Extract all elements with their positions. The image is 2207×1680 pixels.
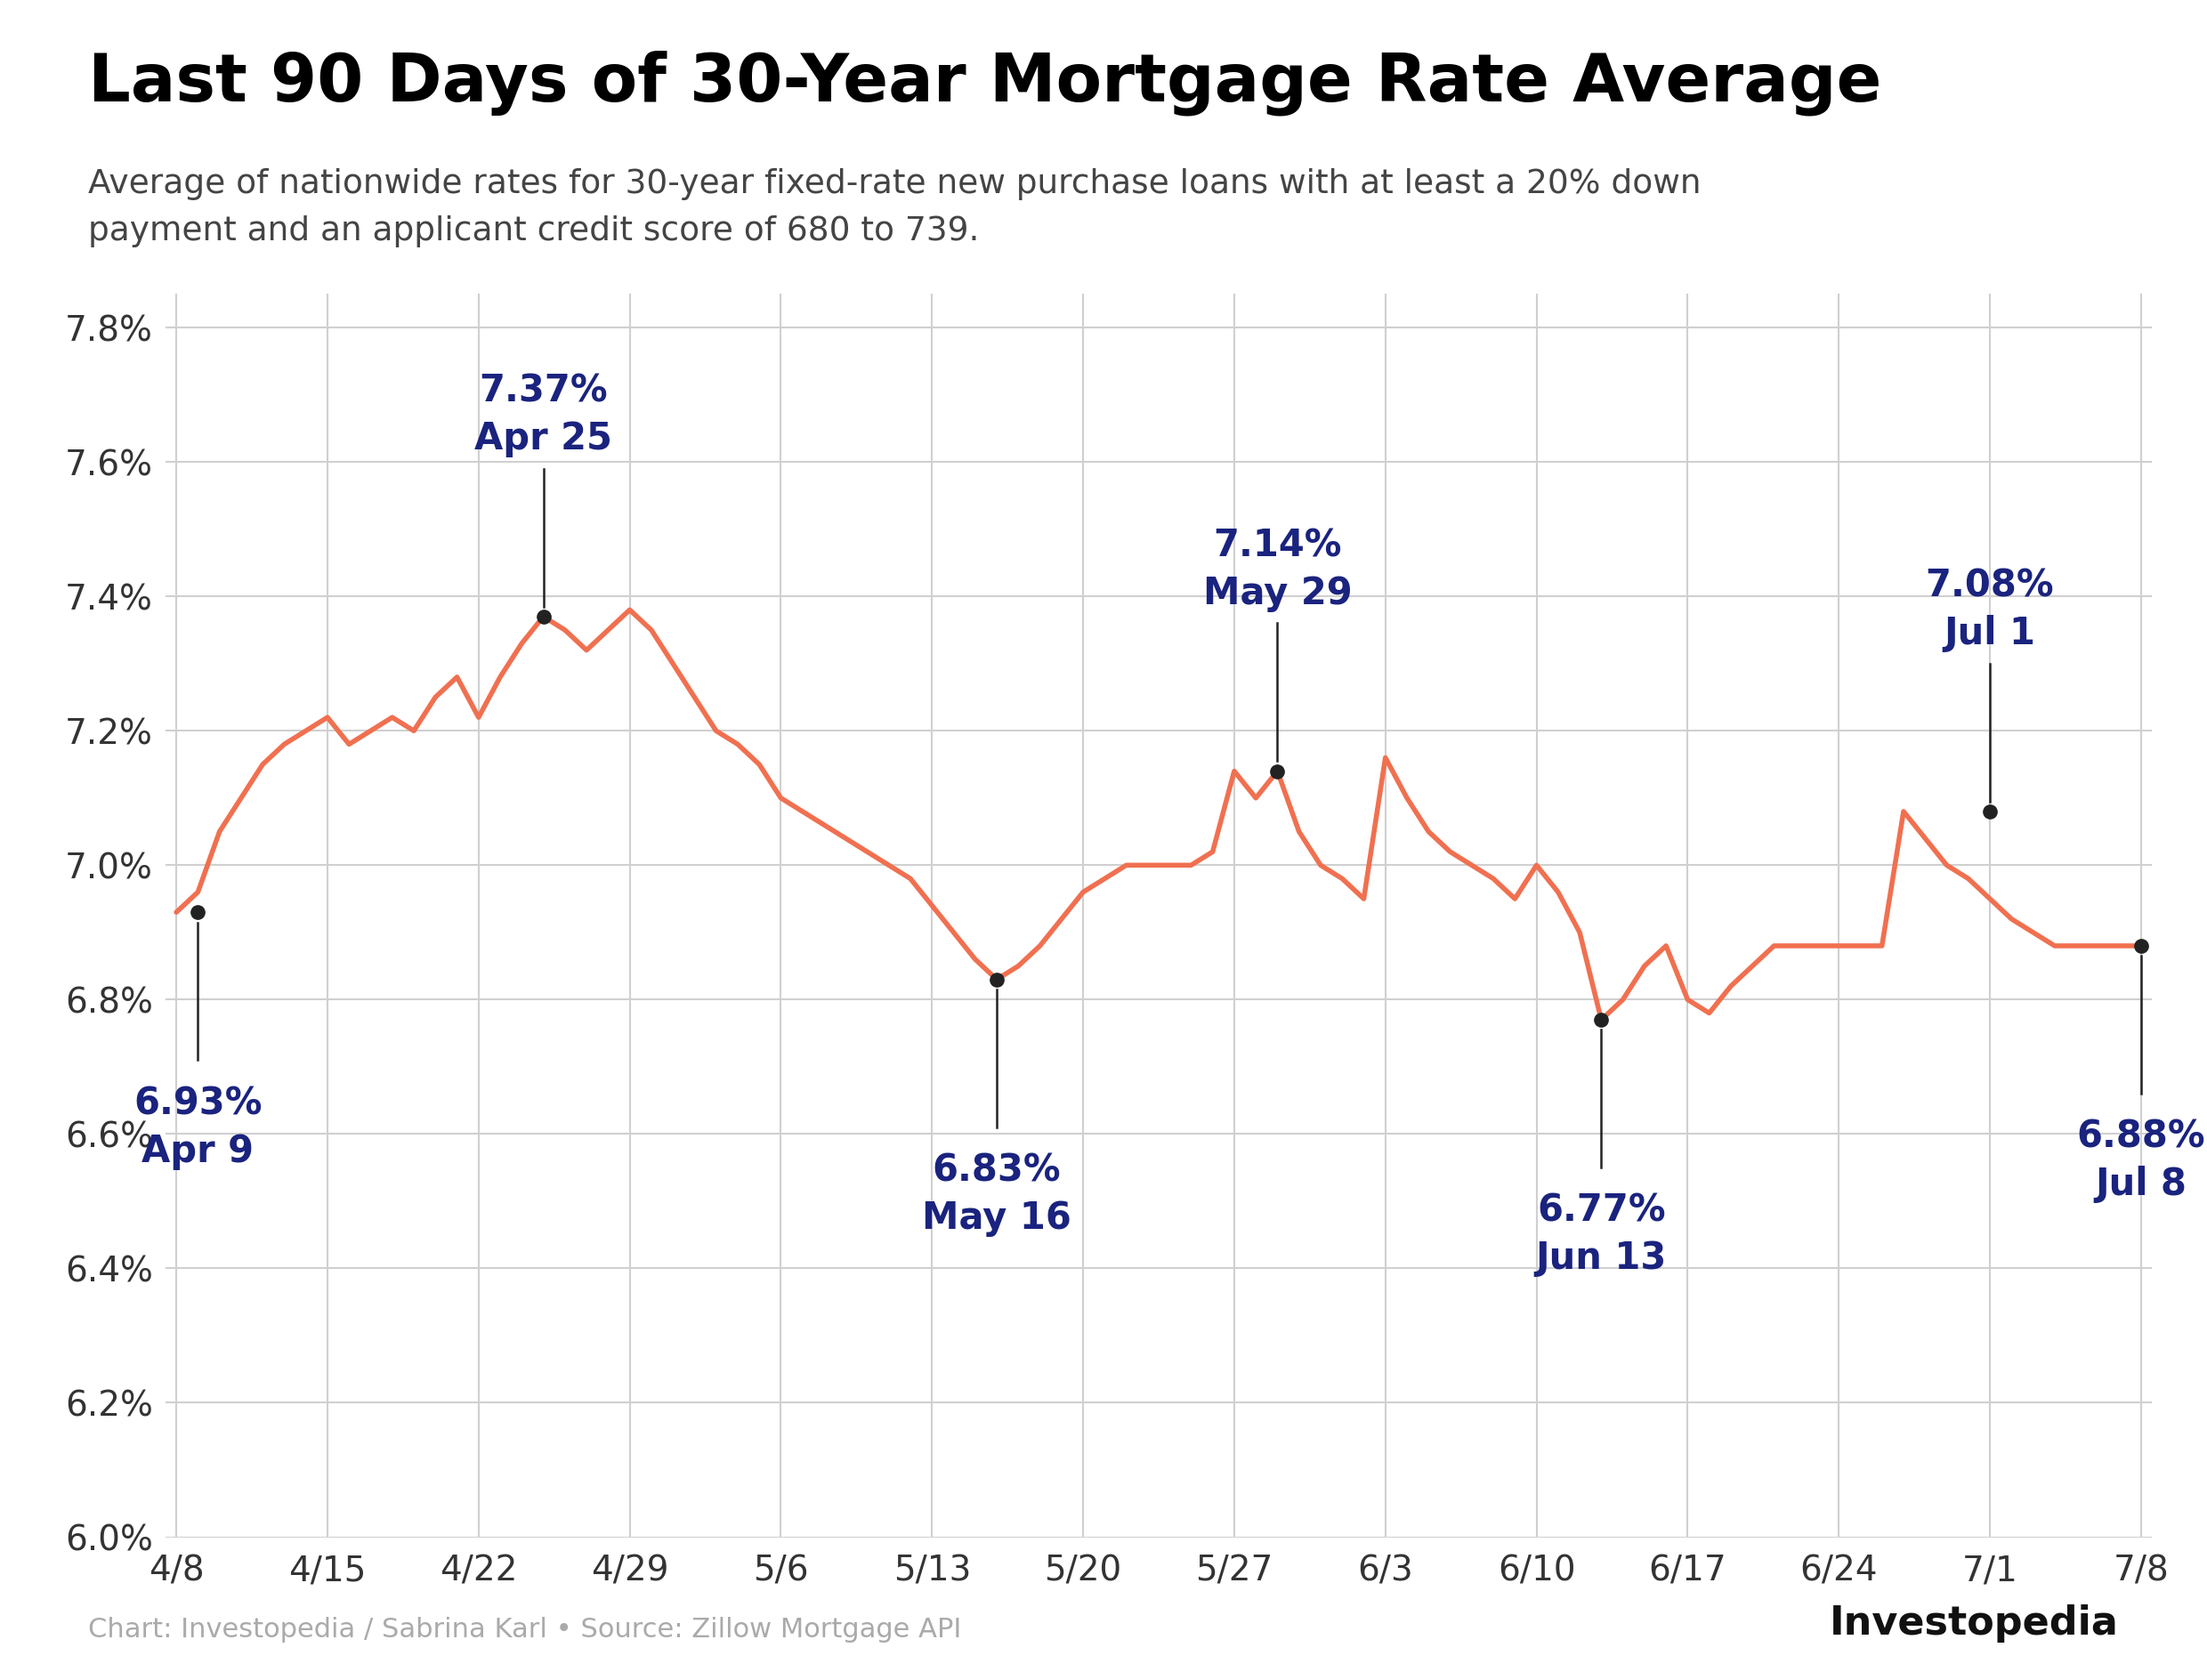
Text: 6.93%
Apr 9: 6.93% Apr 9 — [135, 1085, 263, 1169]
Text: 7.14%
May 29: 7.14% May 29 — [1203, 528, 1353, 612]
Text: Average of nationwide rates for 30-year fixed-rate new purchase loans with at le: Average of nationwide rates for 30-year … — [88, 168, 1702, 247]
Text: 6.83%
May 16: 6.83% May 16 — [923, 1152, 1070, 1236]
Text: Chart: Investopedia / Sabrina Karl • Source: Zillow Mortgage API: Chart: Investopedia / Sabrina Karl • Sou… — [88, 1618, 962, 1643]
Text: 6.88%
Jul 8: 6.88% Jul 8 — [2077, 1119, 2205, 1203]
Text: 7.08%
Jul 1: 7.08% Jul 1 — [1925, 568, 2055, 652]
Text: Investopedia: Investopedia — [1830, 1604, 2119, 1643]
Text: 6.77%
Jun 13: 6.77% Jun 13 — [1536, 1193, 1666, 1277]
Text: 7.37%
Apr 25: 7.37% Apr 25 — [475, 373, 611, 457]
Text: Last 90 Days of 30-Year Mortgage Rate Average: Last 90 Days of 30-Year Mortgage Rate Av… — [88, 50, 1883, 116]
